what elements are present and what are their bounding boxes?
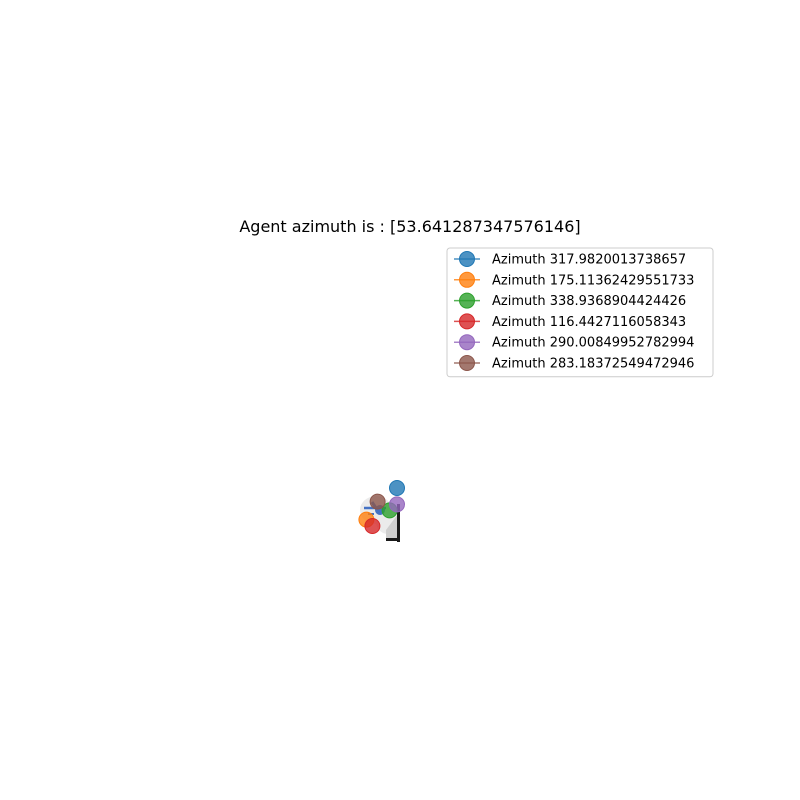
data-point-5 bbox=[389, 496, 405, 513]
data-point-4 bbox=[364, 518, 381, 534]
object-bar-horizontal bbox=[386, 538, 400, 541]
plot-area bbox=[358, 480, 405, 542]
legend-label: Azimuth 116.4427116058343 bbox=[492, 315, 686, 330]
legend-entry-4: Azimuth 116.4427116058343 bbox=[454, 313, 686, 330]
shadow-wedge bbox=[386, 514, 398, 538]
legend-marker bbox=[459, 313, 475, 330]
legend-marker bbox=[459, 271, 475, 288]
legend-label: Azimuth 317.9820013738657 bbox=[492, 253, 686, 268]
scene-object bbox=[386, 504, 400, 542]
legend-label: Azimuth 290.00849952782994 bbox=[492, 336, 694, 351]
legend-entry-6: Azimuth 283.18372549472946 bbox=[454, 355, 694, 372]
data-point-6 bbox=[369, 493, 386, 510]
legend-marker bbox=[459, 251, 475, 267]
legend-entry-2: Azimuth 175.11362429551733 bbox=[454, 271, 694, 288]
object-bar-vertical bbox=[397, 504, 400, 542]
data-point-1 bbox=[389, 480, 405, 496]
chart-title: Agent azimuth is : [53.641287347576146] bbox=[239, 217, 580, 236]
legend-marker bbox=[459, 355, 475, 371]
legend-frame bbox=[446, 247, 714, 378]
legend-marker bbox=[459, 292, 475, 309]
legend-entry-5: Azimuth 290.00849952782994 bbox=[454, 334, 694, 351]
legend-label: Azimuth 175.11362429551733 bbox=[492, 273, 694, 288]
legend-label: Azimuth 283.18372549472946 bbox=[492, 357, 694, 372]
legend-entry-1: Azimuth 317.9820013738657 bbox=[454, 251, 686, 268]
legend-entry-3: Azimuth 338.9368904424426 bbox=[454, 292, 686, 309]
legend-label: Azimuth 338.9368904424426 bbox=[492, 294, 686, 309]
legend: Azimuth 317.9820013738657 Azimuth 175.113… bbox=[446, 247, 714, 378]
legend-marker bbox=[459, 334, 475, 351]
